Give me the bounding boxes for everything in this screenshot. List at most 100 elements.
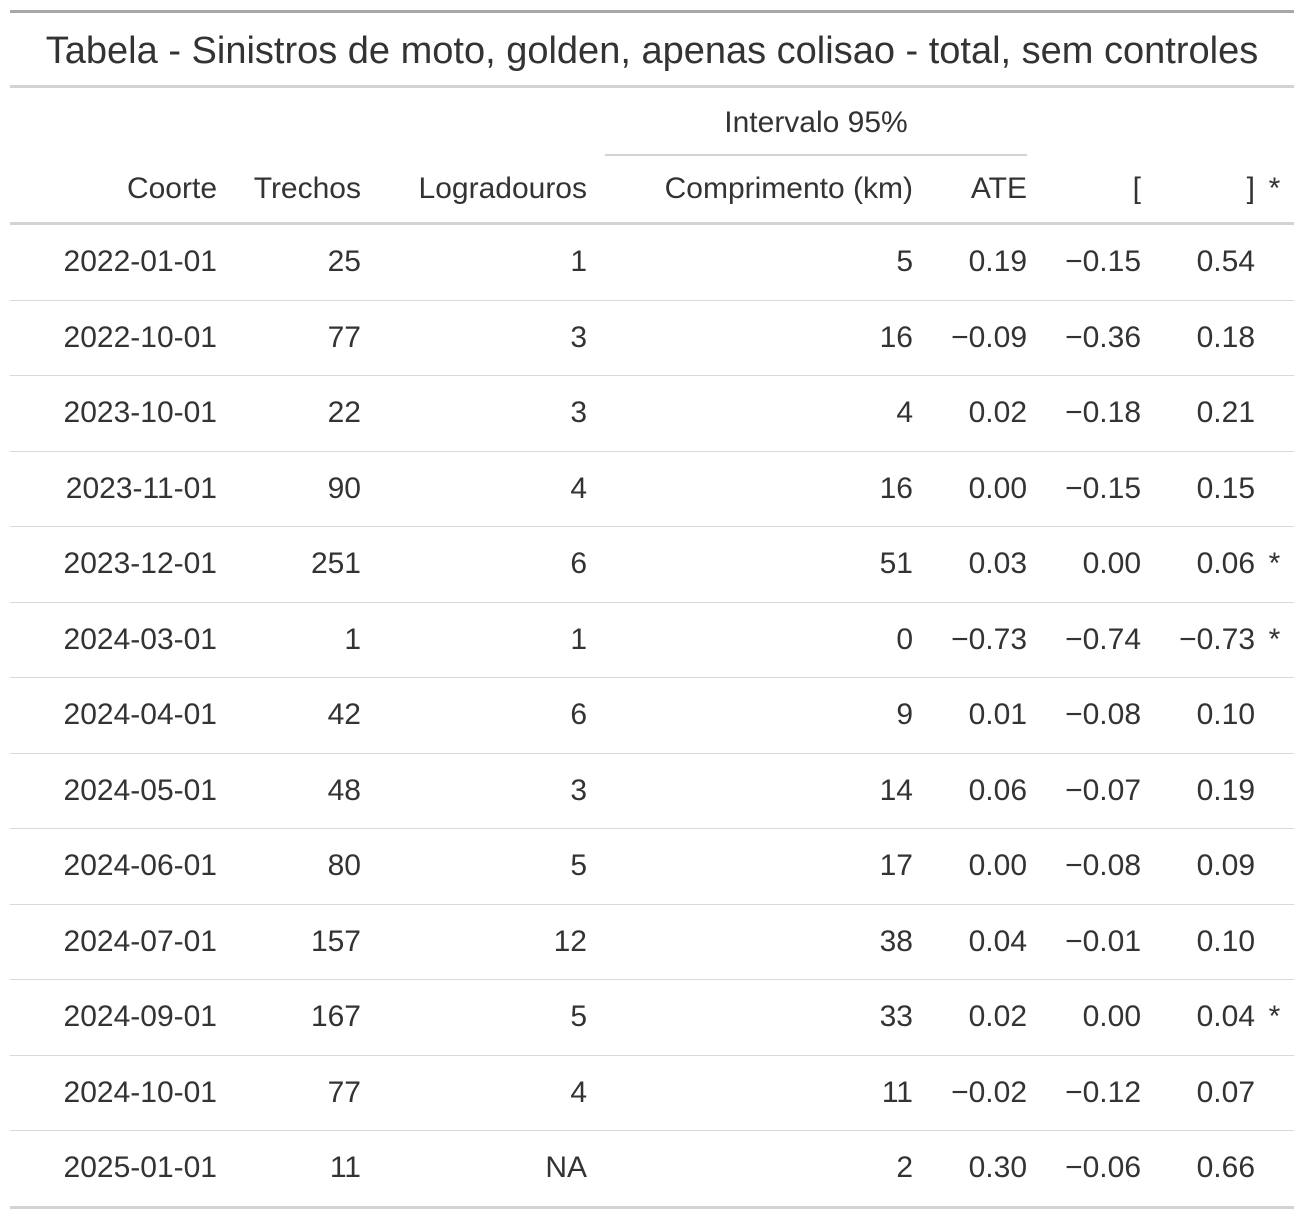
cell-sig [1255, 1130, 1295, 1209]
results-table-container: Tabela - Sinistros de moto, golden, apen… [10, 10, 1295, 1209]
cell-coorte: 2024-04-01 [10, 677, 217, 754]
table-row: 2022-10-01 77 3 16 −0.09 −0.36 0.18 [10, 300, 1295, 376]
column-header-lower-bound: [ [1027, 156, 1142, 225]
table-row: 2024-05-01 48 3 14 0.06 −0.07 0.19 [10, 753, 1295, 829]
cell-comprimento: 11 [587, 1055, 913, 1131]
column-header-row: Coorte Trechos Logradouros Comprimento (… [10, 156, 1295, 225]
cell-ate: 0.02 [913, 979, 1028, 1056]
cell-logradouros: 5 [361, 828, 587, 905]
cell-ate: −0.73 [913, 602, 1028, 678]
cell-ate: 0.02 [913, 375, 1028, 452]
cell-logradouros: NA [361, 1130, 587, 1209]
cell-logradouros: 1 [361, 223, 587, 301]
cell-lower: −0.08 [1027, 828, 1142, 905]
cell-lower: −0.07 [1027, 753, 1142, 829]
cell-sig [1255, 300, 1295, 376]
cell-coorte: 2024-06-01 [10, 828, 217, 905]
cell-upper: 0.06 [1141, 526, 1256, 603]
spanner-row: Intervalo 95% [10, 88, 1294, 156]
cell-trechos: 48 [217, 753, 361, 829]
cell-upper: 0.09 [1141, 828, 1256, 905]
cell-sig [1255, 223, 1295, 301]
cell-ate: 0.00 [913, 828, 1028, 905]
cell-coorte: 2024-09-01 [10, 979, 217, 1056]
cell-trechos: 80 [217, 828, 361, 905]
table-row: 2023-11-01 90 4 16 0.00 −0.15 0.15 [10, 451, 1295, 527]
cell-upper: 0.21 [1141, 375, 1256, 452]
cell-ate: 0.19 [913, 223, 1028, 301]
cell-comprimento: 2 [587, 1130, 913, 1209]
cell-coorte: 2022-01-01 [10, 223, 217, 301]
cell-ate: −0.02 [913, 1055, 1028, 1131]
cell-ate: 0.06 [913, 753, 1028, 829]
column-header-ate: ATE [913, 156, 1028, 225]
cell-trechos: 42 [217, 677, 361, 754]
cell-coorte: 2024-10-01 [10, 1055, 217, 1131]
table-row: 2024-09-01 167 5 33 0.02 0.00 0.04 * [10, 979, 1295, 1056]
cell-coorte: 2024-07-01 [10, 904, 217, 980]
cell-trechos: 157 [217, 904, 361, 980]
table-header: Intervalo 95% Coorte Trechos Logradouros… [10, 88, 1295, 225]
cell-trechos: 11 [217, 1130, 361, 1209]
table-title: Tabela - Sinistros de moto, golden, apen… [10, 10, 1294, 88]
cell-sig [1255, 677, 1295, 754]
cell-lower: 0.00 [1027, 979, 1142, 1056]
cell-upper: 0.18 [1141, 300, 1256, 376]
cell-upper: −0.73 [1141, 602, 1256, 678]
cell-logradouros: 6 [361, 526, 587, 603]
cell-comprimento: 9 [587, 677, 913, 754]
cell-logradouros: 6 [361, 677, 587, 754]
cell-sig: * [1255, 526, 1295, 603]
cell-lower: −0.36 [1027, 300, 1142, 376]
cell-lower: −0.01 [1027, 904, 1142, 980]
cell-upper: 0.10 [1141, 677, 1256, 754]
table-row: 2024-04-01 42 6 9 0.01 −0.08 0.10 [10, 677, 1295, 754]
spanner-empty-cell [1141, 88, 1255, 156]
cell-coorte: 2023-11-01 [10, 451, 217, 527]
cell-coorte: 2023-10-01 [10, 375, 217, 452]
column-header-logradouros: Logradouros [361, 156, 587, 225]
cell-lower: −0.74 [1027, 602, 1142, 678]
cell-trechos: 25 [217, 223, 361, 301]
cell-lower: −0.06 [1027, 1130, 1142, 1209]
cell-upper: 0.66 [1141, 1130, 1256, 1209]
cell-coorte: 2024-05-01 [10, 753, 217, 829]
cell-logradouros: 3 [361, 300, 587, 376]
cell-ate: 0.00 [913, 451, 1028, 527]
spanner-cell: Intervalo 95% [587, 88, 1028, 156]
cell-trechos: 251 [217, 526, 361, 603]
spanner-empty-cell [1027, 88, 1141, 156]
cell-upper: 0.07 [1141, 1055, 1256, 1131]
cell-upper: 0.54 [1141, 223, 1256, 301]
cell-logradouros: 3 [361, 375, 587, 452]
cell-coorte: 2023-12-01 [10, 526, 217, 603]
cell-comprimento: 17 [587, 828, 913, 905]
cell-upper: 0.10 [1141, 904, 1256, 980]
cell-lower: −0.12 [1027, 1055, 1142, 1131]
cell-ate: −0.09 [913, 300, 1028, 376]
cell-sig: * [1255, 979, 1295, 1056]
results-table: Intervalo 95% Coorte Trechos Logradouros… [10, 88, 1295, 1209]
cell-upper: 0.15 [1141, 451, 1256, 527]
cell-comprimento: 14 [587, 753, 913, 829]
cell-trechos: 77 [217, 1055, 361, 1131]
cell-upper: 0.04 [1141, 979, 1256, 1056]
cell-comprimento: 51 [587, 526, 913, 603]
cell-comprimento: 38 [587, 904, 913, 980]
column-header-trechos: Trechos [217, 156, 361, 225]
cell-comprimento: 0 [587, 602, 913, 678]
cell-lower: −0.15 [1027, 451, 1142, 527]
cell-comprimento: 16 [587, 451, 913, 527]
column-header-significance: * [1255, 156, 1295, 225]
column-header-comprimento: Comprimento (km) [587, 156, 913, 225]
cell-ate: 0.04 [913, 904, 1028, 980]
cell-lower: 0.00 [1027, 526, 1142, 603]
table-row: 2025-01-01 11 NA 2 0.30 −0.06 0.66 [10, 1130, 1295, 1209]
spanner-empty-cell [361, 88, 587, 156]
cell-trechos: 1 [217, 602, 361, 678]
cell-trechos: 167 [217, 979, 361, 1056]
table-row: 2023-12-01 251 6 51 0.03 0.00 0.06 * [10, 526, 1295, 603]
spanner-empty-cell [1255, 88, 1294, 156]
cell-ate: 0.30 [913, 1130, 1028, 1209]
cell-comprimento: 4 [587, 375, 913, 452]
